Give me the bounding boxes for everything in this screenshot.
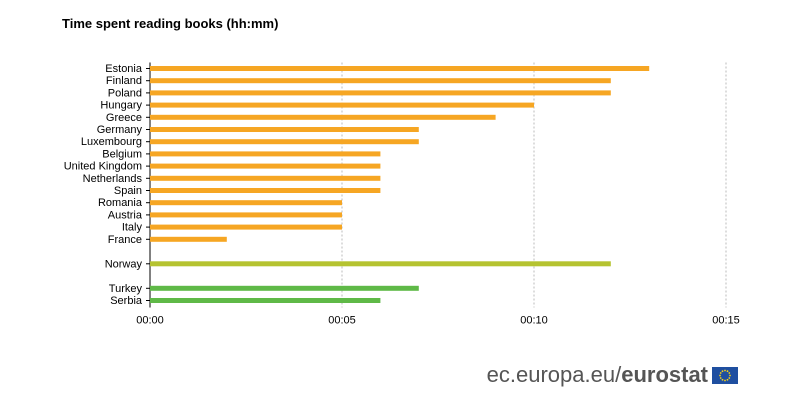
category-label: Spain [114, 185, 142, 197]
bar-united-kingdom [150, 163, 381, 169]
x-tick-label: 00:10 [520, 315, 548, 327]
bar-poland [150, 90, 611, 96]
bar-norway [150, 261, 611, 267]
bar-italy [150, 224, 342, 230]
category-label: Serbia [110, 295, 143, 307]
category-label: Turkey [109, 283, 143, 295]
eurostat-brand: eurostat [621, 362, 708, 387]
eu-flag-icon [712, 366, 738, 384]
category-label: Hungary [100, 100, 142, 112]
x-tick-label: 00:00 [136, 315, 164, 327]
category-label: Romania [98, 197, 143, 209]
category-label: Poland [108, 87, 142, 99]
category-label: Norway [105, 258, 143, 270]
category-label: Italy [122, 222, 143, 234]
category-label: Belgium [102, 148, 142, 160]
category-label: Germany [97, 124, 143, 136]
bar-france [150, 236, 227, 242]
bar-romania [150, 200, 342, 206]
x-tick-label: 00:05 [328, 315, 356, 327]
category-label: France [108, 234, 142, 246]
category-label: United Kingdom [64, 161, 142, 173]
x-tick-label: 00:15 [712, 315, 740, 327]
category-label: Greece [106, 112, 142, 124]
bar-netherlands [150, 175, 381, 181]
category-label: Luxembourg [81, 136, 142, 148]
bar-hungary [150, 102, 534, 108]
bar-belgium [150, 151, 381, 157]
bar-finland [150, 78, 611, 84]
site-prefix: ec.europa.eu/ [486, 362, 622, 387]
bar-germany [150, 127, 419, 132]
bar-austria [150, 212, 342, 218]
category-label: Austria [108, 209, 143, 221]
category-label: Estonia [105, 63, 143, 75]
eurostat-footer[interactable]: ec.europa.eu/ eurostat [487, 362, 738, 388]
category-label: Netherlands [83, 173, 143, 185]
category-label: Finland [106, 75, 142, 87]
bar-estonia [150, 66, 650, 71]
bar-greece [150, 114, 496, 120]
bar-luxembourg [150, 139, 419, 145]
bar-turkey [150, 285, 419, 291]
bar-spain [150, 188, 381, 193]
chart-title: Time spent reading books (hh:mm) [62, 16, 279, 31]
bar-serbia [150, 298, 381, 303]
